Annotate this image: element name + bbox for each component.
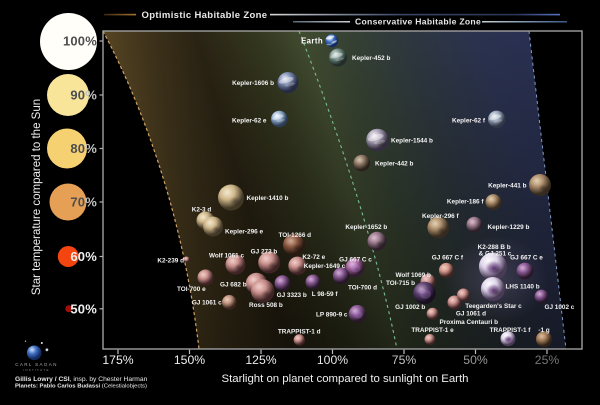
svg-text:Kepler-62 f: Kepler-62 f <box>452 118 486 125</box>
svg-text:TRAPPIST-1 d: TRAPPIST-1 d <box>278 329 321 336</box>
svg-text:-1 g: -1 g <box>538 327 549 334</box>
svg-text:Kepler-1410 b: Kepler-1410 b <box>247 195 289 202</box>
svg-text:GJ 1061 d: GJ 1061 d <box>456 310 486 317</box>
svg-text:Teegarden's Star c: Teegarden's Star c <box>465 303 522 310</box>
svg-text:70%: 70% <box>70 195 97 210</box>
svg-text:Kepler-452 b: Kepler-452 b <box>352 55 390 62</box>
svg-text:Proxima Centauri b: Proxima Centauri b <box>439 319 498 326</box>
svg-text:175%: 175% <box>102 353 133 367</box>
svg-text:GJ 1002 b: GJ 1002 b <box>395 304 425 311</box>
svg-text:TRAPPIST-1 e: TRAPPIST-1 e <box>411 327 454 334</box>
svg-text:TOI-715 b: TOI-715 b <box>386 280 415 287</box>
svg-text:Kepler-296 f: Kepler-296 f <box>422 213 459 220</box>
svg-text:K2-288 B b: K2-288 B b <box>478 244 511 251</box>
svg-text:L 98-59 f: L 98-59 f <box>312 291 339 298</box>
svg-text:100%: 100% <box>63 34 97 49</box>
svg-text:Kepler-186 f: Kepler-186 f <box>447 198 484 205</box>
svg-text:Kepler-1652 b: Kepler-1652 b <box>345 224 387 231</box>
svg-text:CARL SAGAN: CARL SAGAN <box>15 362 57 367</box>
svg-text:Kepler-62 e: Kepler-62 e <box>232 118 267 125</box>
svg-text:GJ 667 C e: GJ 667 C e <box>510 255 543 262</box>
svg-text:Wolf 1061 c: Wolf 1061 c <box>209 252 244 259</box>
svg-text:GJ 273 b: GJ 273 b <box>251 249 278 256</box>
svg-text:INSTITUTE: INSTITUTE <box>23 368 49 372</box>
svg-text:Kepler-1606 b: Kepler-1606 b <box>232 80 274 87</box>
svg-text:Ross 508 b: Ross 508 b <box>249 302 283 309</box>
svg-text:TOI-1266 d: TOI-1266 d <box>279 232 312 239</box>
svg-text:100%: 100% <box>317 353 348 367</box>
svg-text:GJ 1061 c: GJ 1061 c <box>192 299 222 306</box>
svg-text:K2-72 e: K2-72 e <box>302 254 325 261</box>
svg-text:60%: 60% <box>70 249 97 264</box>
svg-text:LHS 1140 b: LHS 1140 b <box>506 283 540 290</box>
svg-text:50%: 50% <box>70 301 97 316</box>
svg-text:Kepler-441 b: Kepler-441 b <box>488 183 526 190</box>
svg-text:Optimistic Habitable Zone: Optimistic Habitable Zone <box>142 10 268 21</box>
svg-text:50%: 50% <box>463 353 488 367</box>
svg-text:Planets: Pablo Carlos Budassi: Planets: Pablo Carlos Budassi (Celestial… <box>15 383 147 389</box>
svg-text:Kepler-1229 b: Kepler-1229 b <box>488 224 530 231</box>
svg-text:TRAPPIST-1 f: TRAPPIST-1 f <box>490 327 532 334</box>
svg-text:& GJ 251 c: & GJ 251 c <box>479 250 512 257</box>
svg-text:Gillis Lowry / CSI, insp. by C: Gillis Lowry / CSI, insp. by Chester Har… <box>15 376 148 383</box>
svg-text:150%: 150% <box>174 353 205 367</box>
svg-text:Starlight on planet compared t: Starlight on planet compared to sunlight… <box>222 373 469 385</box>
svg-text:Conservative Habitable Zone: Conservative Habitable Zone <box>355 17 481 27</box>
svg-text:K2-239 d: K2-239 d <box>157 258 184 265</box>
svg-text:80%: 80% <box>70 141 97 156</box>
svg-text:25%: 25% <box>535 353 560 367</box>
svg-text:Wolf 1069 b: Wolf 1069 b <box>395 272 430 279</box>
svg-text:GJ 682 b: GJ 682 b <box>220 282 247 289</box>
svg-text:Kepler-1649 c: Kepler-1649 c <box>304 263 346 270</box>
svg-text:K2-3 d: K2-3 d <box>192 206 212 213</box>
svg-text:GJ 667 C c: GJ 667 C c <box>339 256 372 263</box>
svg-text:GJ 3323 b: GJ 3323 b <box>277 292 307 299</box>
svg-text:GJ 667 C f: GJ 667 C f <box>432 255 464 262</box>
svg-text:125%: 125% <box>245 353 276 367</box>
svg-text:Earth: Earth <box>301 37 323 46</box>
svg-text:LP 890-9 c: LP 890-9 c <box>316 311 348 318</box>
svg-text:90%: 90% <box>70 88 97 103</box>
svg-text:Star temperature compared to t: Star temperature compared to the Sun <box>31 99 43 295</box>
svg-text:75%: 75% <box>392 353 417 367</box>
svg-text:Kepler-442 b: Kepler-442 b <box>375 161 413 168</box>
svg-text:TOI-700 d: TOI-700 d <box>348 285 377 292</box>
svg-text:Kepler-1544 b: Kepler-1544 b <box>391 138 433 145</box>
svg-text:TOI-700 e: TOI-700 e <box>177 286 206 293</box>
svg-text:Kepler-296 e: Kepler-296 e <box>225 229 263 236</box>
svg-text:GJ 1002 c: GJ 1002 c <box>545 304 575 311</box>
